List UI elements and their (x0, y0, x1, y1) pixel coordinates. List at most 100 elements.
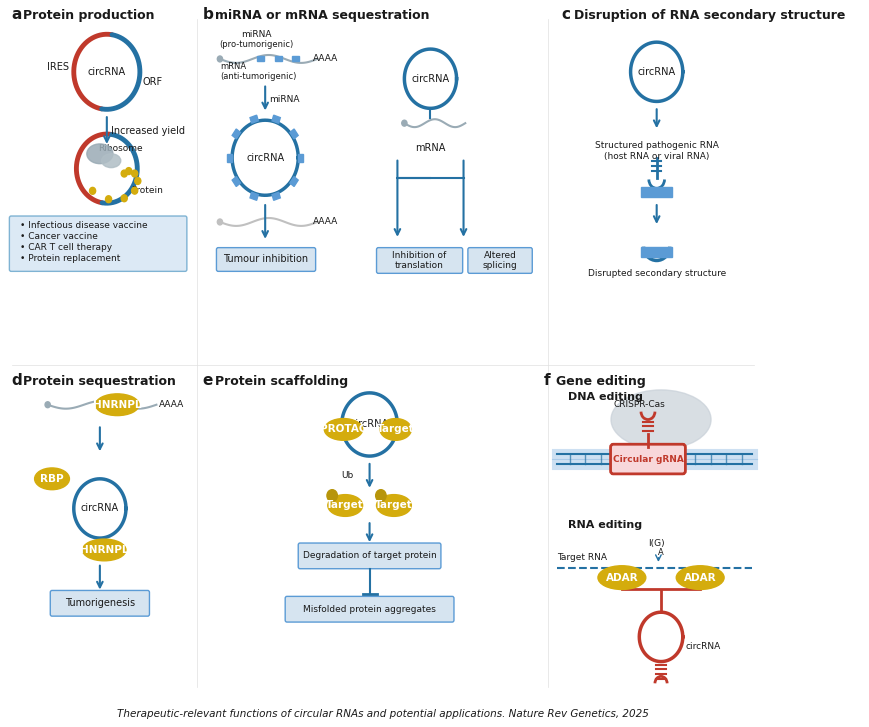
Text: a: a (11, 7, 22, 23)
Text: mRNA
(anti-tumorigenic): mRNA (anti-tumorigenic) (220, 62, 296, 81)
Text: mRNA: mRNA (415, 143, 445, 153)
Circle shape (131, 170, 137, 177)
Circle shape (135, 177, 141, 185)
Ellipse shape (102, 154, 121, 168)
Text: Ribosome: Ribosome (98, 145, 143, 153)
Bar (292, 57, 299, 61)
FancyBboxPatch shape (298, 543, 441, 569)
FancyBboxPatch shape (610, 444, 685, 474)
Bar (275, 57, 282, 61)
Ellipse shape (87, 144, 113, 164)
Text: c: c (561, 7, 569, 23)
Text: (pro-tumorigenic): (pro-tumorigenic) (219, 40, 293, 49)
Text: Protein sequestration: Protein sequestration (23, 375, 176, 388)
Text: Circular gRNA: Circular gRNA (612, 454, 683, 464)
Text: Disrupted secondary structure: Disrupted secondary structure (587, 270, 725, 278)
Text: Gene editing: Gene editing (555, 375, 645, 388)
Text: b: b (202, 7, 213, 23)
Circle shape (45, 402, 50, 408)
Text: PROTAC: PROTAC (320, 425, 367, 435)
Text: RNA editing: RNA editing (567, 521, 641, 530)
Text: Tumorigenesis: Tumorigenesis (64, 598, 135, 608)
Text: ADAR: ADAR (605, 573, 638, 582)
Circle shape (327, 490, 337, 502)
Text: circRNA: circRNA (88, 67, 126, 77)
Text: circRNA: circRNA (350, 419, 388, 430)
Circle shape (131, 188, 137, 194)
Text: • CAR T cell therapy: • CAR T cell therapy (20, 243, 112, 252)
Text: AAAA: AAAA (313, 217, 338, 226)
Text: miRNA or mRNA sequestration: miRNA or mRNA sequestration (215, 9, 428, 23)
Text: circRNA: circRNA (637, 67, 675, 77)
Text: RBP: RBP (40, 474, 63, 483)
Ellipse shape (610, 390, 710, 449)
Bar (640, 188, 672, 197)
Text: HNRNPL: HNRNPL (80, 545, 129, 555)
Text: AAAA: AAAA (313, 55, 338, 63)
Polygon shape (272, 115, 280, 124)
Text: Structured pathogenic RNA
(host RNA or viral RNA): Structured pathogenic RNA (host RNA or v… (594, 141, 718, 161)
Circle shape (90, 188, 96, 194)
Text: Protein scaffolding: Protein scaffolding (215, 375, 348, 388)
Circle shape (125, 168, 131, 174)
Circle shape (217, 219, 222, 225)
Text: Protein: Protein (131, 186, 163, 195)
Polygon shape (272, 192, 280, 201)
FancyBboxPatch shape (468, 248, 532, 273)
Text: miRNA: miRNA (269, 95, 300, 104)
Ellipse shape (376, 494, 411, 516)
Text: circRNA: circRNA (685, 642, 720, 651)
Polygon shape (298, 154, 303, 161)
Text: Ub: Ub (342, 471, 354, 481)
Text: Target RNA: Target RNA (556, 553, 606, 563)
Text: e: e (202, 373, 213, 388)
Text: CRISPR-Cas: CRISPR-Cas (613, 401, 665, 409)
Ellipse shape (380, 419, 411, 441)
Text: circRNA: circRNA (411, 73, 449, 84)
Text: • Protein replacement: • Protein replacement (20, 254, 120, 263)
Text: miRNA: miRNA (241, 30, 271, 39)
Text: Inhibition of
translation: Inhibition of translation (392, 251, 446, 270)
Ellipse shape (324, 419, 362, 441)
Text: • Infectious disease vaccine: • Infectious disease vaccine (20, 222, 147, 230)
Text: • Cancer vaccine: • Cancer vaccine (20, 233, 97, 241)
Text: DNA editing: DNA editing (567, 392, 642, 402)
Text: Degradation of target protein: Degradation of target protein (302, 551, 436, 561)
Polygon shape (249, 192, 258, 201)
Text: d: d (11, 373, 22, 388)
Ellipse shape (675, 566, 723, 590)
Ellipse shape (83, 539, 126, 561)
Polygon shape (289, 177, 298, 187)
Ellipse shape (35, 468, 70, 490)
FancyBboxPatch shape (50, 590, 149, 616)
Text: Therapeutic-relevant functions of circular RNAs and potential applications. Natu: Therapeutic-relevant functions of circul… (116, 709, 647, 719)
FancyBboxPatch shape (216, 248, 315, 271)
Text: circRNA: circRNA (81, 504, 119, 513)
Text: Increased yield: Increased yield (111, 126, 185, 136)
Text: I(G): I(G) (647, 539, 664, 547)
Circle shape (121, 170, 127, 177)
Text: Disruption of RNA secondary structure: Disruption of RNA secondary structure (574, 9, 845, 23)
Polygon shape (289, 129, 298, 139)
Polygon shape (232, 177, 240, 187)
Text: Target: Target (376, 425, 414, 435)
Circle shape (121, 195, 127, 201)
FancyBboxPatch shape (376, 248, 462, 273)
Text: Altered
splicing: Altered splicing (482, 251, 517, 270)
Text: ADAR: ADAR (683, 573, 716, 582)
Text: AAAA: AAAA (159, 401, 184, 409)
Text: HNRNPL: HNRNPL (93, 400, 142, 410)
Bar (257, 57, 264, 61)
Bar (640, 246, 672, 257)
FancyBboxPatch shape (285, 596, 454, 622)
Polygon shape (227, 154, 232, 161)
Polygon shape (232, 129, 240, 139)
Circle shape (105, 196, 111, 203)
Text: Misfolded protein aggregates: Misfolded protein aggregates (302, 605, 435, 614)
Text: ORF: ORF (143, 76, 163, 87)
Text: Target: Target (375, 500, 412, 510)
Text: IRES: IRES (48, 62, 70, 72)
Circle shape (217, 56, 222, 62)
Text: Target: Target (326, 500, 363, 510)
Text: circRNA: circRNA (246, 153, 284, 163)
